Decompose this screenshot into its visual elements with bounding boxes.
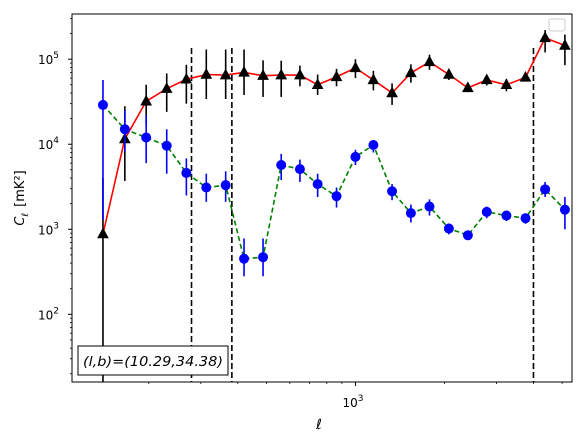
series-1 <box>97 79 570 277</box>
series-1-point-10 <box>294 164 305 175</box>
plot-area <box>72 14 572 382</box>
series-1-point-19 <box>462 230 473 241</box>
series-1-point-22 <box>520 213 531 224</box>
series-0-point-11 <box>311 78 324 90</box>
axis-ticks: 102 103 104 105 103 <box>38 18 563 410</box>
series-0-point-7 <box>238 65 250 77</box>
y-axis-label-unit: [mK²] <box>13 170 28 207</box>
y-tick-label-0: 102 <box>38 306 59 322</box>
y-tick-label-2: 104 <box>38 136 59 152</box>
series-1-point-7 <box>239 253 250 264</box>
series-1-point-4 <box>181 167 192 178</box>
series-0-point-6 <box>219 68 232 80</box>
series-0-point-3 <box>160 82 173 93</box>
x-tick-label-0: 103 <box>342 394 363 410</box>
series-1-point-6 <box>220 180 231 191</box>
y-tick-label-1: 103 <box>38 221 59 237</box>
series-1-point-0 <box>97 99 108 110</box>
series-0-point-9 <box>275 68 288 80</box>
series-1-point-11 <box>312 179 323 190</box>
series-1-point-14 <box>368 139 379 150</box>
series-1-point-5 <box>201 182 212 193</box>
series-0-point-21 <box>500 78 513 90</box>
y-axis-label: Cℓ [mK²] <box>13 170 31 225</box>
plot-frame <box>71 13 573 383</box>
legend-box <box>548 18 566 32</box>
series-0-point-14 <box>367 73 380 85</box>
series-0-point-17 <box>423 55 436 67</box>
series-0-point-23 <box>539 31 551 43</box>
y-axis-label-sub: ℓ <box>21 213 31 218</box>
annotation-text: (l,b)=(10.29,34.38) <box>83 355 223 370</box>
series-0-point-24 <box>559 38 571 50</box>
series-1-point-15 <box>387 186 398 197</box>
series-0-point-13 <box>349 61 362 73</box>
series-0-point-20 <box>480 73 493 85</box>
series-1-point-20 <box>481 206 492 217</box>
series-0-point-19 <box>462 81 474 93</box>
series-1-point-3 <box>161 140 172 151</box>
series-1-point-23 <box>540 184 551 195</box>
series-1-point-16 <box>405 208 416 219</box>
series-0-point-22 <box>519 70 532 82</box>
series-layer <box>97 30 571 382</box>
series-0-point-16 <box>405 66 417 78</box>
series-1-point-17 <box>424 201 435 212</box>
series-1-point-2 <box>141 132 152 143</box>
series-0-point-0 <box>97 227 109 239</box>
annotation-box: (l,b)=(10.29,34.38) <box>77 345 229 376</box>
y-tick-label-3: 105 <box>38 51 59 67</box>
y-axis-label-main: C <box>13 216 28 226</box>
series-1-point-1 <box>119 124 130 135</box>
series-1-point-9 <box>276 159 287 170</box>
vertical-lines <box>190 48 535 382</box>
series-1-point-21 <box>501 210 512 221</box>
series-1-point-18 <box>443 223 454 234</box>
series-1-point-24 <box>559 204 570 215</box>
series-0 <box>97 30 571 382</box>
series-1-point-8 <box>258 252 269 263</box>
series-0-point-10 <box>294 68 306 80</box>
series-0-point-8 <box>257 69 269 80</box>
series-0-point-5 <box>200 68 213 79</box>
series-0-point-12 <box>330 70 343 82</box>
series-0-point-2 <box>140 94 153 106</box>
series-1-point-12 <box>331 191 342 202</box>
series-1-point-13 <box>350 151 361 162</box>
series-0-point-4 <box>180 72 193 84</box>
series-0-point-15 <box>386 86 398 98</box>
series-0-point-18 <box>443 68 455 79</box>
x-axis-label: ℓ <box>315 417 322 433</box>
